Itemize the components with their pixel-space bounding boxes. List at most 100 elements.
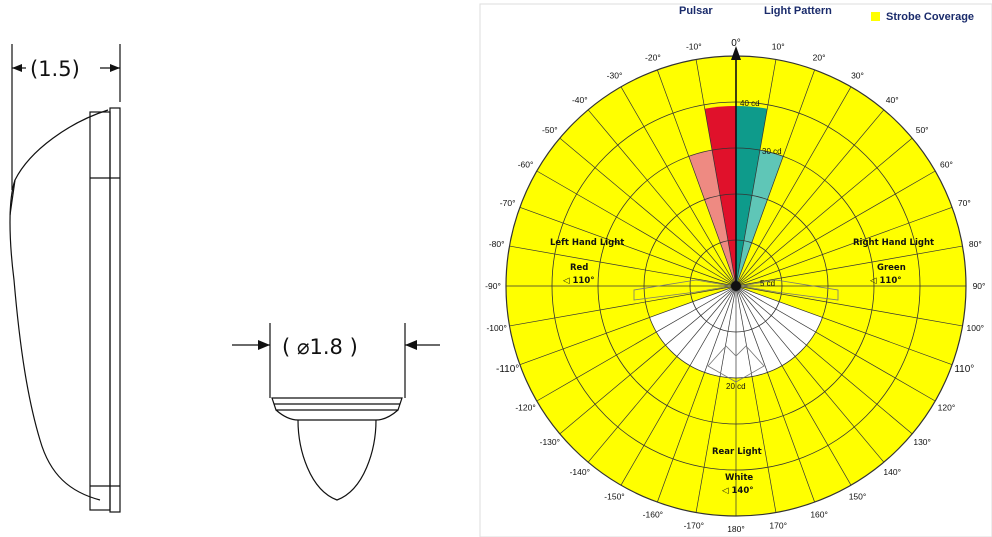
left-zone-color: Red xyxy=(570,263,588,273)
polar-radial-line xyxy=(735,285,777,513)
polar-angle-label: -130° xyxy=(540,437,560,447)
polar-radial-line xyxy=(559,285,737,435)
polar-angle-label: -20° xyxy=(645,53,661,63)
polar-radial-line xyxy=(695,59,737,287)
polar-angle-label: 160° xyxy=(810,509,828,519)
polar-angle-label: 150° xyxy=(849,491,867,501)
polar-angle-label: 90° xyxy=(973,281,986,291)
polar-radial-line xyxy=(735,285,963,327)
polar-angle-label: -70° xyxy=(500,198,516,208)
polar-radial-line xyxy=(735,245,963,287)
rear-light-footprint xyxy=(707,345,765,383)
left-zone-title: Left Hand Light xyxy=(550,238,624,248)
polar-angle-label: -80° xyxy=(489,239,505,249)
red-sector-30cd xyxy=(688,150,736,286)
side-profile-outline xyxy=(9,109,109,501)
intensity-label-outer: 40 cd xyxy=(740,99,760,108)
polar-radial-line xyxy=(695,285,737,513)
polar-angle-label: 120° xyxy=(938,403,956,413)
polar-angle-label: 180° xyxy=(727,524,745,534)
polar-tick-labels: 0° 10° 20° 30° 40° 50° 60° 70° 80° 90° 100° 110° 120… xyxy=(485,38,985,534)
front-dimension-label: ( ⌀1.8 ) xyxy=(282,335,358,359)
polar-angle-label: 40° xyxy=(886,95,899,105)
polar-radial-line xyxy=(620,285,737,486)
arrow-head-icon xyxy=(12,64,22,72)
right-light-footprint xyxy=(740,279,839,301)
intensity-label-inner: 5 cd xyxy=(760,279,775,288)
polar-angle-label: 10° xyxy=(772,42,785,52)
polar-angle-label: -10° xyxy=(686,42,702,52)
header-title-right: Light Pattern xyxy=(764,5,832,17)
polar-radial-line xyxy=(735,109,885,287)
right-zone-angle: ◁ 110° xyxy=(870,276,902,286)
intensity-label-rear: 20 cd xyxy=(726,382,746,391)
polar-angle-label: -50° xyxy=(542,125,558,135)
polar-angle-label: -90° xyxy=(485,281,501,291)
arrow-head-icon xyxy=(258,340,270,350)
polar-angle-label: 0° xyxy=(731,38,741,49)
polar-angle-label: 80° xyxy=(969,239,982,249)
polar-angle-label: 50° xyxy=(916,125,929,135)
polar-radial-line xyxy=(620,86,737,287)
arrow-head-icon xyxy=(110,64,120,72)
polar-angle-label: 60° xyxy=(940,160,953,170)
left-zone-angle: ◁ 110° xyxy=(563,276,595,286)
left-light-footprint xyxy=(633,279,732,301)
polar-angle-label: -160° xyxy=(643,509,663,519)
polar-light-pattern: 0° 10° 20° 30° 40° 50° 60° 70° 80° 90° 100° 110° 120… xyxy=(479,0,992,537)
legend-swatch xyxy=(871,12,880,21)
polar-radial-line xyxy=(735,170,936,287)
polar-angle-label: 30° xyxy=(851,71,864,81)
polar-radial-line xyxy=(735,285,913,435)
polar-angle-label: -140° xyxy=(570,467,590,477)
zero-axis-arrow-icon xyxy=(731,46,741,60)
polar-center-dot xyxy=(731,281,741,291)
polar-radial-line xyxy=(735,69,815,287)
intensity-label-mid: 30 cd xyxy=(762,147,782,156)
polar-angle-label: -60° xyxy=(518,160,534,170)
polar-angle-label: -150° xyxy=(604,491,624,501)
polar-angle-label: -120° xyxy=(515,403,535,413)
polar-radial-line xyxy=(536,170,737,287)
polar-angle-label: -100° xyxy=(486,323,506,333)
polar-radial-line xyxy=(519,285,737,365)
polar-angle-label: -110° xyxy=(496,364,519,375)
polar-radial-line xyxy=(587,109,737,287)
polar-angle-label: 100° xyxy=(967,323,985,333)
polar-radial-line xyxy=(559,137,737,287)
polar-radial-line xyxy=(536,285,737,402)
polar-radial-line xyxy=(519,207,737,287)
polar-angle-label: -170° xyxy=(684,520,704,530)
polar-radial-line xyxy=(587,285,737,463)
side-profile-notch xyxy=(9,179,16,216)
polar-angle-label: -30° xyxy=(607,71,623,81)
rear-zone-angle: ◁ 140° xyxy=(722,486,754,496)
polar-radial-line xyxy=(735,137,913,287)
polar-angle-label: 130° xyxy=(913,437,931,447)
polar-radial-line xyxy=(735,59,777,287)
polar-radial-line xyxy=(735,285,885,463)
polar-angle-label: 20° xyxy=(813,53,826,63)
polar-angle-label: 140° xyxy=(883,467,901,477)
arrow-head-icon xyxy=(405,340,417,350)
header-title-left: Pulsar xyxy=(679,5,713,17)
side-dimension-label: (1.5) xyxy=(30,57,80,81)
front-dome-shoulder xyxy=(275,409,399,421)
right-zone-title: Right Hand Light xyxy=(853,238,934,248)
polar-angle-label: 70° xyxy=(958,198,971,208)
polar-radial-line xyxy=(735,86,852,287)
polar-radial-line xyxy=(509,285,737,327)
front-dome-outline xyxy=(297,419,377,501)
side-plate-rim xyxy=(109,107,121,513)
front-dome-drawing xyxy=(232,323,440,501)
polar-radial-line xyxy=(735,285,815,503)
polar-radial-line xyxy=(509,245,737,287)
polar-radial-line xyxy=(657,69,737,287)
right-zone-color: Green xyxy=(877,263,906,273)
rear-zone-title: Rear Light xyxy=(712,447,762,457)
polar-angle-label: 170° xyxy=(769,520,787,530)
polar-angle-label: -40° xyxy=(572,95,588,105)
polar-angle-label: 110° xyxy=(954,364,974,375)
polar-radial-line xyxy=(735,207,953,287)
